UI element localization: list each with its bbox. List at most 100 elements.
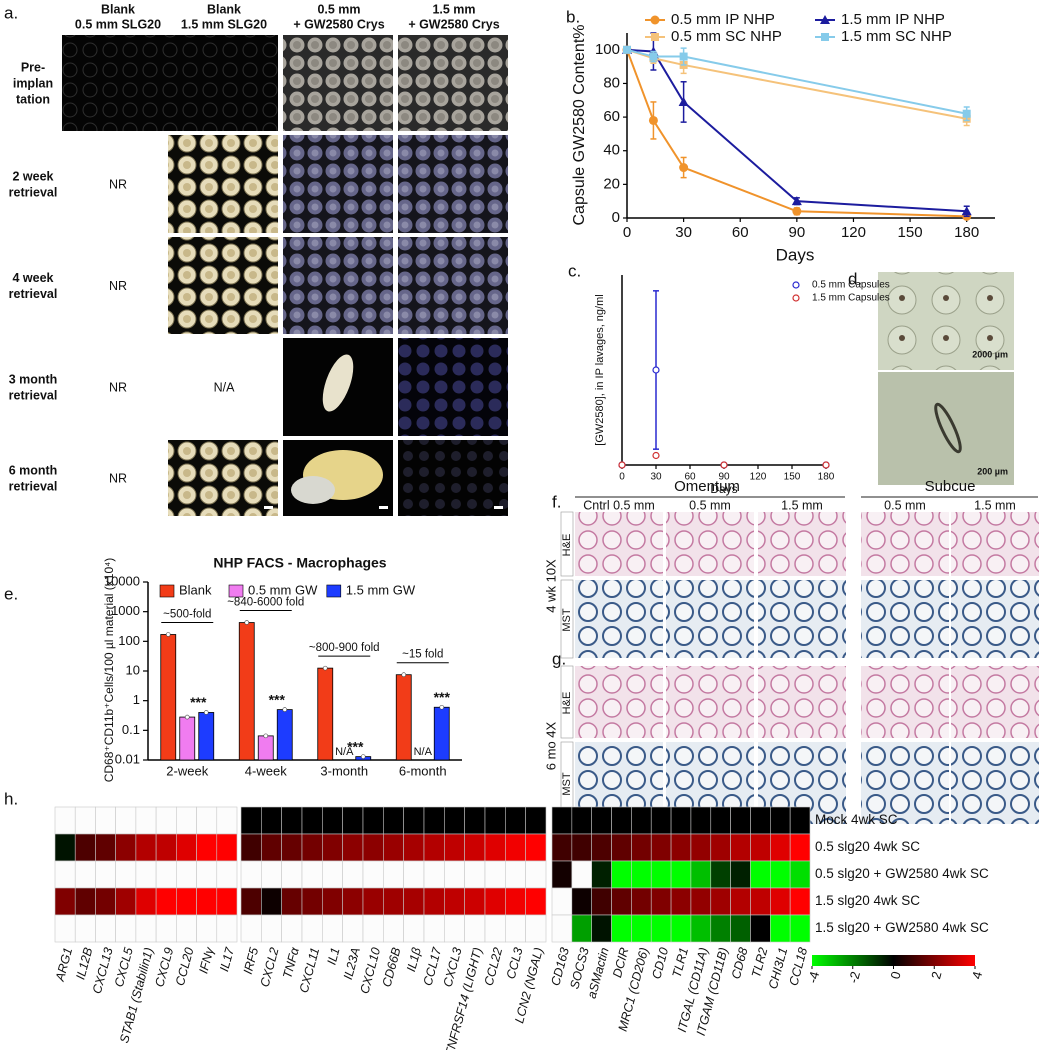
heat-cell [342,806,364,835]
stain-box [560,511,574,577]
heat-cell [261,833,282,862]
significance: *** [190,694,207,710]
column-header: Blank [101,2,135,16]
bar [160,634,177,761]
x-tick-label: 150 [898,224,923,241]
heat-cell [403,833,425,862]
heat-cell [196,887,218,916]
panel-label: b. [566,7,580,26]
histology-image [758,580,846,658]
x-tick-label: 4-week [245,763,287,778]
histology-image [666,512,754,576]
heat-cell [789,806,811,835]
heat-cell [423,806,445,835]
legend-swatch [159,584,175,598]
stain-label: MST [561,772,573,796]
x-tick-label: 60 [684,472,696,483]
row-label: 2 week [12,169,53,183]
bar-dot [282,707,288,712]
bar-dot [401,672,407,678]
row-label: 1.5 slg20 + GW2580 4wk SC [815,920,989,935]
heat-cell [464,860,486,889]
heat-cell [750,806,771,835]
gene-label: IL1β [404,946,424,973]
heat-cell [690,860,712,889]
x-tick-label: 2-week [166,763,208,778]
legend-label: 0.5 mm IP NHP [671,11,775,28]
x-axis-label: Days [710,482,737,496]
legend-swatch [326,584,342,598]
heat-cell [631,887,652,916]
heat-cell [155,914,177,943]
heat-cell [322,833,343,862]
micrograph [878,272,1014,370]
bar-dot [263,733,269,739]
heat-cell [650,914,672,943]
heat-cell [176,860,197,889]
heat-cell [281,860,303,889]
heat-cell [611,887,632,916]
fold-label: ~500-fold [163,609,211,621]
heat-cell [650,860,672,889]
heat-cell [551,806,573,835]
y-tick-label: 0.01 [115,751,140,766]
retrieval-image [168,35,278,131]
heat-cell [464,914,486,943]
marker [961,206,972,216]
heat-cell [95,887,116,916]
stain-label: H&E [561,692,573,715]
heat-cell [95,833,116,862]
heat-cell [464,806,486,835]
row-label: 0.5 slg20 4wk SC [815,839,920,854]
scale-bar [264,506,273,509]
heat-cell [54,887,76,916]
heat-cell [362,860,384,889]
heat-cell [650,806,672,835]
heat-cell [484,914,506,943]
gene-label: CD68 [729,946,751,981]
heat-cell [591,887,612,916]
heat-cell [95,806,116,835]
cell-note: NR [109,471,127,485]
y-tick-label: 0 [612,209,620,226]
heat-cell [115,887,137,916]
heat-cell [444,914,465,943]
retrieval-image [168,135,278,233]
heat-cell [240,833,262,862]
legend-marker [792,294,800,302]
column-header: 0.5 mm [689,498,731,512]
heat-cell [670,806,692,835]
explant [322,354,354,412]
heat-cell [484,887,506,916]
cell-note: NR [109,177,127,191]
x-tick-label: 180 [818,472,835,483]
row-label: 4 week [12,271,53,285]
heat-cell [403,887,425,916]
heat-cell [301,914,323,943]
colorbar [812,955,975,966]
marker [962,109,971,118]
row-label: retrieval [9,479,58,493]
legend-marker [650,15,660,25]
gene-label: TNFα [280,945,302,980]
x-tick-label: 150 [784,472,801,483]
heat-cell [484,806,506,835]
heat-cell [383,833,404,862]
legend-label: Blank [179,582,212,597]
heat-cell [690,833,712,862]
heat-cell [383,860,404,889]
heat-cell [670,914,692,943]
heat-cell [74,914,96,943]
gene-label: CCL3 [504,946,526,981]
heat-cell [525,887,547,916]
retrieval-image [398,440,508,516]
column-header: 1.5 mm [974,498,1016,512]
gene-label: TLR1 [670,946,691,979]
legend-label: 0.5 mm SC NHP [671,28,782,45]
gene-label: DCIR [610,946,631,979]
heat-cell [690,887,712,916]
legend-label: 0.5 mm GW [248,582,318,597]
heat-cell [261,914,282,943]
heat-cell [444,806,465,835]
heat-cell [770,914,791,943]
